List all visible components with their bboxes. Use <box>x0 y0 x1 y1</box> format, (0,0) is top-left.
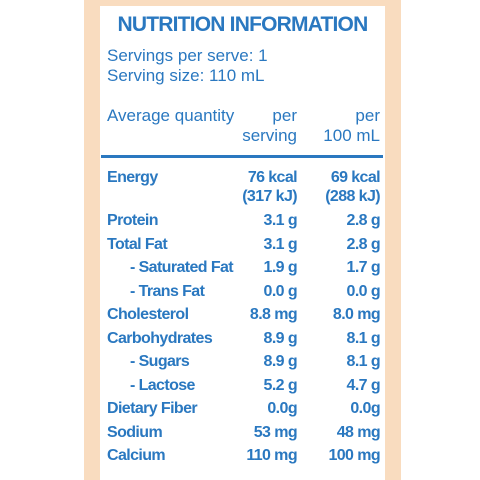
servings-line: Servings per serve: 1 <box>107 46 268 65</box>
nutrient-name: Calcium <box>107 447 166 464</box>
header-per-100ml: 100 mL <box>323 126 380 145</box>
nutrient-name: Total Fat <box>107 235 168 253</box>
nutrient-name: - Trans Fat <box>130 282 205 300</box>
per-serving-value: 8.9 g <box>263 329 298 347</box>
per-100ml-value: 8.1 g <box>346 329 381 347</box>
per-serving-value: 3.1 g <box>263 212 298 229</box>
nutrient-name: Carbohydrates <box>107 329 213 347</box>
per-100ml-value: 0.0 g <box>346 282 381 300</box>
header-quantity: Average quantity <box>107 106 235 125</box>
per-serving-value: 0.0 g <box>263 282 298 300</box>
header-per-100ml: per <box>355 106 380 125</box>
per-100ml-value: 2.8 g <box>346 235 381 253</box>
nutrient-name: - Sugars <box>130 353 190 370</box>
per-serving-value: 1.9 g <box>263 259 298 276</box>
per-serving-value: 0.0g <box>267 400 297 417</box>
per-100ml-value: 48 mg <box>336 423 381 441</box>
divider <box>101 155 383 158</box>
servings-line: Serving size: 110 mL <box>107 66 265 85</box>
per-100ml-value: 8.1 g <box>346 353 381 370</box>
border-strip <box>84 0 401 6</box>
per-serving-value: 110 mg <box>246 447 297 464</box>
per-100ml-value: (288 kJ) <box>325 188 380 205</box>
nutrient-name: Dietary Fiber <box>107 400 198 417</box>
nutrient-name: - Lactose <box>130 376 195 394</box>
per-100ml-value: 4.7 g <box>346 376 381 394</box>
per-100ml-value: 0.0g <box>350 400 380 417</box>
per-serving-value: 5.2 g <box>263 376 298 394</box>
nutrient-name: Cholesterol <box>107 306 189 323</box>
per-serving-value: 8.8 mg <box>249 306 298 323</box>
header-per-serving: per <box>272 106 297 125</box>
per-serving-value: 53 mg <box>253 423 298 441</box>
border-strip <box>385 0 401 480</box>
per-serving-value: 8.9 g <box>263 353 298 370</box>
nutrient-name: Energy <box>107 169 158 186</box>
per-100ml-value: 1.7 g <box>346 259 381 276</box>
per-serving-value: 3.1 g <box>263 235 298 253</box>
nutrient-name: Protein <box>107 212 159 229</box>
per-100ml-value: 69 kcal <box>330 169 381 186</box>
nutrient-name: Sodium <box>107 423 163 441</box>
per-100ml-value: 8.0 mg <box>332 306 381 323</box>
per-serving-value: 76 kcal <box>247 169 298 186</box>
title: NUTRITION INFORMATION <box>117 13 369 36</box>
header-per-serving: serving <box>242 126 297 145</box>
nutrient-name: - Saturated Fat <box>130 259 234 276</box>
per-serving-value: (317 kJ) <box>242 188 297 205</box>
per-100ml-value: 2.8 g <box>346 212 381 229</box>
border-strip <box>84 0 100 480</box>
per-100ml-value: 100 mg <box>328 447 380 464</box>
